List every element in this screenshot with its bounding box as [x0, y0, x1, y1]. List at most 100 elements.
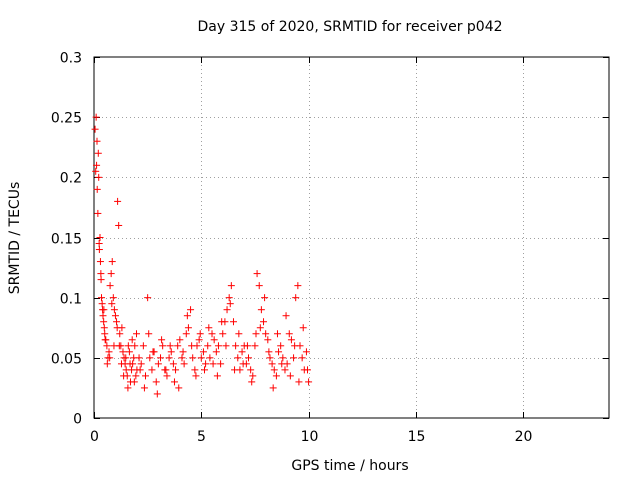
- data-point: [107, 270, 115, 278]
- data-point: [264, 336, 272, 344]
- data-point: [116, 330, 124, 338]
- data-point: [130, 378, 138, 386]
- data-point: [178, 354, 186, 362]
- data-point: [140, 384, 148, 392]
- data-point: [115, 221, 123, 229]
- data-point: [108, 300, 116, 308]
- data-point: [149, 348, 157, 356]
- data-point: [227, 282, 235, 290]
- data-point: [210, 336, 218, 344]
- data-point: [248, 378, 256, 386]
- data-point: [269, 384, 277, 392]
- data-point: [251, 342, 259, 350]
- data-point: [93, 137, 101, 145]
- data-point: [100, 306, 108, 314]
- data-point: [162, 366, 170, 374]
- y-tick-label: 0.25: [51, 111, 82, 127]
- data-point: [249, 372, 257, 380]
- data-point: [114, 197, 122, 205]
- data-point: [279, 354, 287, 362]
- data-point: [95, 246, 103, 254]
- data-point: [92, 113, 100, 121]
- data-point: [214, 342, 222, 350]
- data-point: [98, 300, 106, 308]
- data-point: [96, 258, 104, 266]
- data-point: [257, 306, 265, 314]
- data-point: [94, 209, 102, 217]
- x-tick-label: 5: [197, 429, 206, 445]
- data-point: [286, 372, 294, 380]
- data-point: [95, 173, 103, 181]
- data-point: [96, 234, 104, 241]
- data-point: [174, 342, 182, 350]
- data-point: [287, 336, 295, 344]
- data-point: [113, 324, 121, 332]
- data-point: [139, 342, 147, 350]
- data-point: [255, 282, 263, 290]
- data-point: [122, 354, 130, 362]
- data-point: [223, 306, 231, 314]
- y-tick-label: 0.1: [60, 292, 82, 308]
- data-point: [92, 167, 100, 175]
- data-point: [213, 372, 221, 380]
- data-point: [117, 360, 125, 368]
- y-tick-label: 0.15: [51, 232, 82, 248]
- data-point: [108, 258, 116, 266]
- data-point: [226, 300, 234, 308]
- data-point: [261, 294, 269, 302]
- data-point: [183, 312, 191, 320]
- data-point: [205, 324, 213, 332]
- data-point: [98, 294, 106, 302]
- data-point: [292, 294, 300, 302]
- data-point: [212, 348, 220, 356]
- y-tick-label: 0.2: [60, 171, 82, 187]
- data-point: [265, 348, 273, 356]
- data-point: [93, 161, 101, 169]
- data-point: [291, 342, 299, 350]
- data-point: [179, 348, 187, 356]
- data-point: [202, 360, 210, 368]
- data-point: [126, 360, 134, 368]
- data-point: [154, 360, 162, 368]
- data-point: [201, 366, 209, 374]
- data-point: [247, 366, 255, 374]
- data-point: [196, 330, 204, 338]
- data-point: [136, 366, 144, 374]
- data-point: [125, 348, 133, 356]
- data-point: [189, 354, 197, 362]
- data-point: [305, 378, 313, 386]
- data-point: [206, 354, 214, 362]
- data-point: [128, 336, 136, 344]
- data-point: [119, 348, 127, 356]
- data-point: [304, 366, 312, 374]
- data-point: [199, 348, 207, 356]
- data-point: [153, 390, 161, 398]
- data-point: [234, 354, 242, 362]
- data-point: [290, 354, 298, 362]
- data-point: [191, 366, 199, 374]
- data-point: [277, 342, 285, 350]
- data-point: [231, 366, 239, 374]
- data-point: [94, 149, 102, 157]
- data-point: [132, 372, 140, 380]
- data-point: [106, 282, 114, 290]
- data-point: [97, 270, 105, 278]
- data-point: [268, 360, 276, 368]
- data-point: [285, 330, 293, 338]
- data-point: [208, 330, 216, 338]
- data-point: [222, 342, 230, 350]
- data-point: [124, 384, 132, 392]
- data-point: [232, 342, 240, 350]
- x-tick-label: 10: [301, 429, 319, 445]
- data-point: [142, 372, 149, 380]
- data-point: [176, 336, 184, 344]
- data-point: [302, 348, 310, 356]
- data-point: [157, 354, 165, 362]
- data-point: [204, 342, 212, 350]
- data-point: [170, 378, 178, 386]
- y-tick-label: 0.3: [60, 51, 82, 67]
- data-point: [145, 330, 153, 338]
- data-point: [217, 360, 225, 368]
- data-point: [103, 342, 111, 350]
